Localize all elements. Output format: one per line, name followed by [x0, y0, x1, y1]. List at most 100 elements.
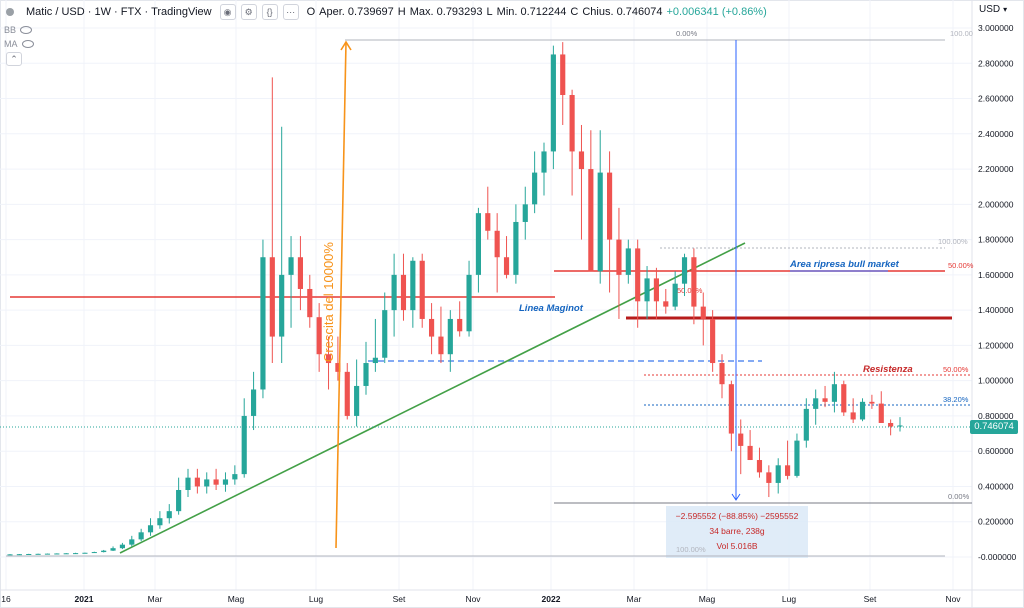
candle-body	[101, 550, 107, 553]
candle-body	[325, 354, 332, 364]
high-label: H	[397, 6, 406, 18]
x-tick-label: Lug	[309, 594, 323, 604]
candle-body	[35, 553, 41, 555]
candle-body	[550, 54, 556, 152]
x-tick-label: Nov	[465, 594, 481, 604]
growth-arrow-head-icon	[340, 40, 352, 51]
indicator-bb-row[interactable]: BB	[4, 24, 33, 36]
candle-body	[335, 363, 341, 372]
candle-body	[269, 257, 275, 337]
candle-body	[822, 398, 828, 402]
candle-body	[813, 398, 819, 409]
candle-body	[419, 260, 425, 319]
candle-body	[7, 554, 13, 556]
candle-body	[297, 257, 303, 289]
measure-arrow-icon	[731, 493, 741, 501]
fib-maginot-50-label: 50.00%	[677, 286, 703, 295]
x-tick-label: Nov	[945, 594, 961, 604]
visibility-icon[interactable]: ◉	[219, 4, 236, 20]
candle-body	[166, 511, 172, 519]
candle-body	[447, 318, 453, 355]
symbol-title[interactable]: Matic / USD · 1W · FTX · TradingView	[26, 6, 212, 18]
y-tick-label: 3.000000	[978, 23, 1014, 33]
more-icon[interactable]: ⋯	[282, 4, 299, 20]
candle-body	[54, 553, 60, 555]
y-tick-label: 1.000000	[978, 376, 1014, 386]
candle-body	[681, 257, 688, 284]
candle-body	[831, 384, 837, 402]
y-tick-label: 0.600000	[978, 446, 1014, 456]
candle-body	[44, 553, 51, 555]
symbol-dot-icon	[6, 8, 14, 16]
candle-body	[288, 257, 294, 275]
candle-body	[766, 472, 772, 483]
settings-icon[interactable]: ⚙	[240, 4, 257, 20]
growth-arrow	[335, 41, 347, 549]
candle-body	[400, 274, 407, 311]
collapse-legend-button[interactable]: ⌃	[6, 52, 22, 66]
y-tick-label: 0.200000	[978, 517, 1014, 527]
x-tick-label: Set	[393, 594, 406, 604]
candle-body	[485, 213, 491, 231]
candle-body	[850, 412, 856, 420]
candle-body	[429, 318, 435, 337]
candle-body	[588, 169, 594, 272]
candle-body	[466, 274, 472, 332]
trendline	[119, 242, 746, 554]
y-tick-label: 2.800000	[978, 58, 1014, 68]
candle-body	[307, 288, 313, 318]
candle-body	[410, 260, 416, 311]
indicator-ma-row[interactable]: MA	[4, 38, 34, 50]
eye-icon[interactable]	[21, 40, 34, 48]
candle-body	[841, 384, 847, 413]
candle-body	[147, 525, 154, 533]
candle-body	[663, 301, 669, 307]
y-tick-label: 2.000000	[978, 199, 1014, 209]
candle-body	[775, 465, 781, 483]
candle-body	[129, 539, 135, 545]
source-code-icon[interactable]: {}	[261, 4, 278, 20]
candle-body	[222, 479, 229, 485]
fib-mid-100-label: 100.00%	[938, 237, 968, 246]
y-tick-label: 2.400000	[978, 129, 1014, 139]
candle-body	[597, 172, 603, 272]
x-tick-label: Set	[864, 594, 877, 604]
candle-body	[878, 403, 884, 423]
candle-body	[644, 278, 650, 302]
x-tick-label: Mar	[148, 594, 163, 604]
candle-body	[157, 518, 163, 526]
candle-body	[719, 363, 725, 385]
candle-body	[494, 230, 500, 258]
candle-body	[232, 474, 238, 480]
candle-body	[279, 274, 285, 337]
close-label: C	[570, 6, 579, 18]
currency-selector[interactable]: USD ▾	[979, 4, 1007, 15]
candle-body	[616, 239, 622, 275]
candle-body	[691, 257, 697, 307]
candle-body	[316, 317, 322, 355]
candle-body	[532, 172, 538, 205]
candle-body	[241, 415, 247, 475]
chevron-down-icon: ▾	[1003, 5, 1008, 14]
fib-top-100-label: 100.00	[950, 29, 973, 38]
candle-body	[354, 385, 360, 416]
candle-body	[635, 248, 641, 302]
currency-label: USD	[979, 4, 1001, 15]
candle-body	[260, 257, 266, 390]
candle-body	[475, 213, 481, 275]
change-value: +0.006341 (+0.86%)	[666, 6, 767, 18]
fib-top-0-label: 0.00%	[676, 29, 698, 38]
candle-body	[457, 318, 463, 332]
candle-body	[672, 283, 678, 307]
candle-body	[503, 257, 510, 275]
candle-body	[569, 95, 575, 152]
candle-body	[794, 440, 800, 476]
candle-body	[73, 553, 79, 555]
eye-icon[interactable]	[20, 26, 33, 34]
candle-body	[110, 548, 116, 551]
measure-text-2: 34 barre, 238g	[709, 526, 765, 536]
measure-box	[666, 506, 808, 558]
candle-body	[513, 221, 519, 275]
open-value: Aper. 0.739697	[319, 6, 394, 18]
